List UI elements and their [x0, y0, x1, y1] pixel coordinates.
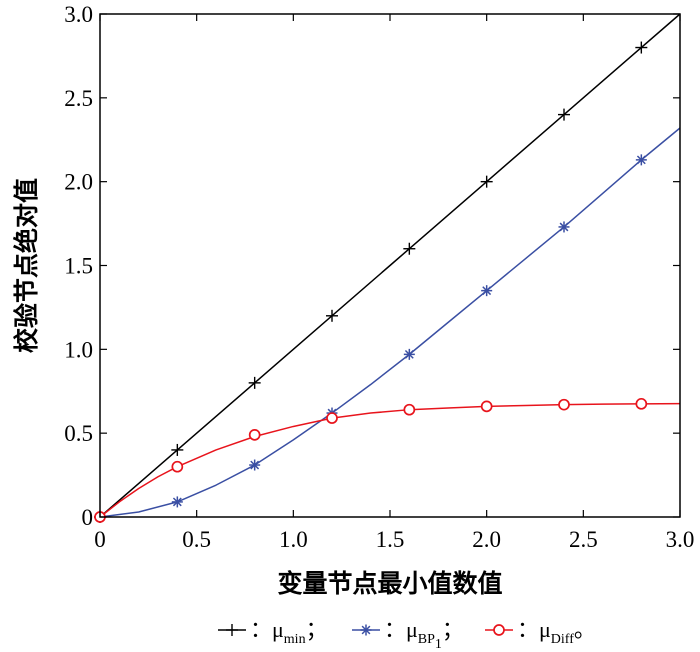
series-2	[94, 397, 681, 523]
data-point-marker	[635, 41, 648, 54]
series-0	[94, 13, 681, 523]
data-point-marker	[403, 348, 415, 360]
y-axis: 0 0.5 1.0 1.5 2.0 2.5 3.0	[64, 2, 680, 530]
data-point-marker	[171, 443, 184, 456]
plot-area	[94, 13, 681, 523]
legend-label: ：μBP1；	[384, 617, 464, 652]
data-point-marker	[226, 624, 238, 636]
data-point-marker	[248, 376, 261, 389]
data-point-marker	[248, 428, 261, 441]
x-axis-title: 变量节点最小值数值	[277, 569, 502, 598]
x-tick-label: 0.5	[182, 527, 211, 552]
data-point-marker	[481, 285, 493, 297]
x-tick-label: 2.5	[569, 527, 598, 552]
data-point-marker	[635, 397, 648, 410]
data-point-marker	[326, 309, 338, 322]
data-point-marker	[480, 175, 493, 188]
legend-item: ：μmin；	[218, 617, 328, 647]
data-point-marker	[171, 460, 184, 473]
legend: ：μmin； ：μBP1； ：μDiff。	[218, 617, 596, 652]
data-point-marker	[403, 242, 416, 255]
data-point-marker	[635, 154, 647, 166]
data-point-marker	[403, 403, 416, 416]
legend-item: ：μDiff。	[485, 617, 596, 647]
data-point-marker	[558, 108, 570, 121]
y-axis-title: 校验节点绝对值	[12, 178, 41, 353]
x-tick-label: 1.0	[279, 527, 308, 552]
data-point-marker	[558, 221, 570, 233]
series-line	[99, 127, 681, 518]
x-tick-label: 3.0	[666, 527, 695, 552]
y-tick-label: 2.5	[64, 86, 93, 111]
data-point-marker	[326, 412, 338, 424]
y-tick-label: 0.5	[64, 421, 93, 446]
data-point-marker	[249, 459, 261, 471]
data-point-marker	[171, 496, 183, 508]
data-point-marker	[360, 624, 372, 636]
data-point-marker	[493, 624, 505, 636]
legend-item: ：μBP1；	[352, 617, 464, 652]
series-line	[99, 13, 681, 518]
y-tick-label: 1.5	[64, 254, 93, 279]
data-point-marker	[558, 398, 570, 411]
y-tick-label: 2.0	[64, 170, 93, 195]
y-tick-label: 1.0	[64, 337, 93, 362]
y-tick-label: 0	[82, 505, 94, 530]
legend-label: ：μmin；	[250, 617, 328, 647]
series-1	[94, 127, 681, 523]
data-point-marker	[480, 400, 493, 413]
x-tick-label: 0	[94, 527, 106, 552]
y-tick-label: 3.0	[64, 2, 93, 27]
legend-label: ：μDiff。	[517, 617, 596, 647]
x-tick-label: 1.5	[376, 527, 405, 552]
series-line	[99, 402, 681, 518]
x-axis: 0 0.5 1.0 1.5 2.0 2.5 3.0	[94, 14, 694, 552]
x-tick-label: 2.0	[472, 527, 501, 552]
